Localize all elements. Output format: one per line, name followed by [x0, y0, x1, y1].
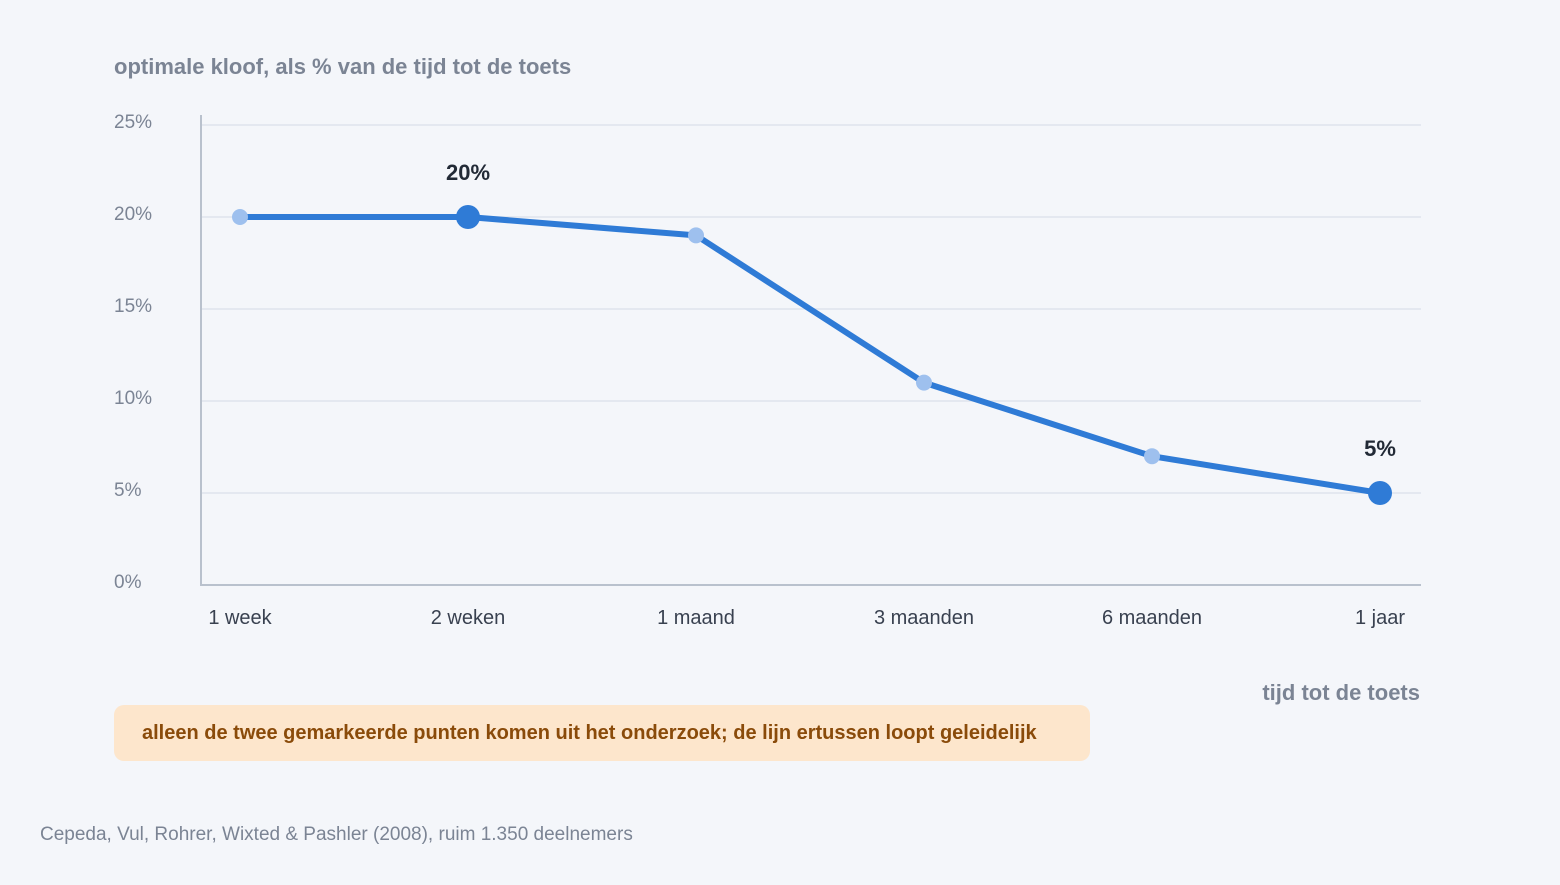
data-point	[916, 374, 932, 391]
y-tick-label: 15%	[114, 296, 152, 317]
x-tick-label: 1 jaar	[1355, 607, 1405, 629]
x-axis-label: tijd tot de toets	[1262, 680, 1420, 705]
x-tick-labels: 1 week 2 weken 1 maand 3 maanden 6 maanden 1 …	[208, 607, 1405, 629]
series-line	[237, 214, 1383, 496]
y-tick-label: 10%	[114, 388, 152, 409]
y-tick-label: 5%	[114, 480, 142, 501]
x-tick-label: 3 maanden	[874, 607, 974, 629]
data-labels: 20% 5%	[446, 160, 1396, 461]
data-label: 5%	[1364, 436, 1396, 461]
highlighted-point	[1368, 481, 1392, 505]
series-line-path	[237, 214, 1383, 496]
x-tick-label: 2 weken	[431, 607, 506, 629]
data-point	[688, 227, 704, 244]
y-axis-label: optimale kloof, als % van de tijd tot de…	[114, 54, 571, 79]
data-points	[232, 205, 1392, 505]
highlighted-point	[456, 205, 480, 229]
source-citation: Cepeda, Vul, Rohrer, Wixted & Pashler (2…	[40, 824, 633, 845]
annotation-note: alleen de twee gemarkeerde punten komen …	[114, 705, 1090, 761]
y-tick-label: 20%	[114, 204, 152, 225]
data-point	[1144, 448, 1160, 465]
y-tick-label: 25%	[114, 112, 152, 133]
x-tick-label: 6 maanden	[1102, 607, 1202, 629]
x-tick-label: 1 week	[208, 607, 272, 629]
x-tick-label: 1 maand	[657, 607, 735, 629]
y-tick-label: 0%	[114, 572, 142, 593]
data-label: 20%	[446, 160, 490, 185]
y-tick-labels: 0% 5% 10% 15% 20% 25%	[114, 112, 152, 593]
data-point	[232, 209, 248, 225]
